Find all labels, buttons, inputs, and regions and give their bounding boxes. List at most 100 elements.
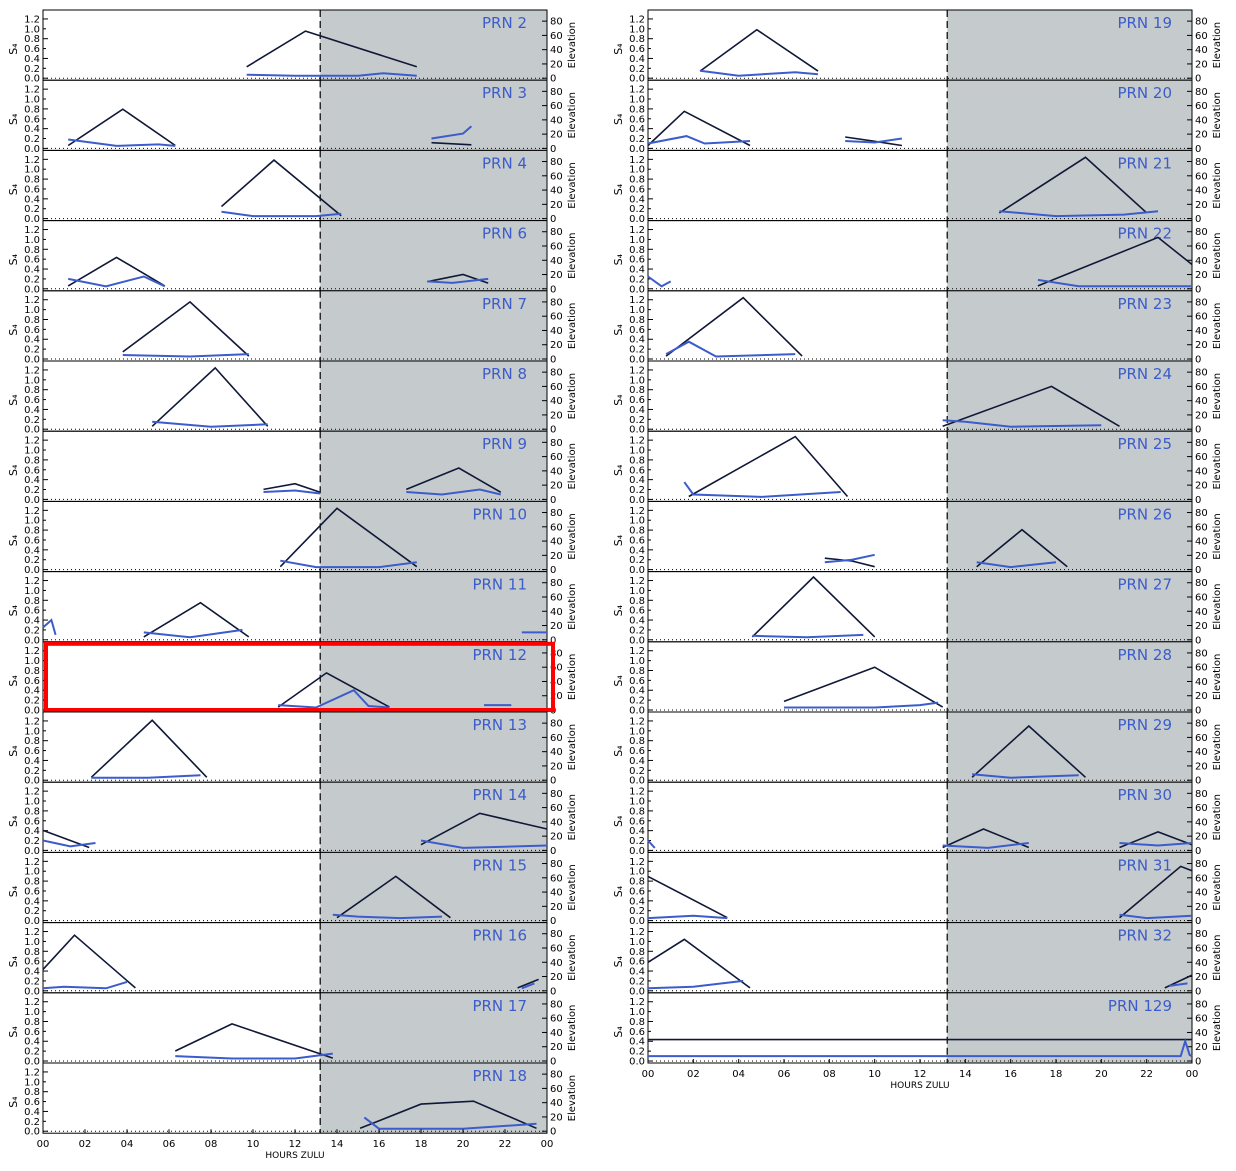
panel-prn-19: 0.0 0.4 0.8 1.2 0.2 0.6 1.0 S₄ 0 20 40 60 80 Elevatio… xyxy=(612,9,1223,85)
s4-tick-label: 0.2 xyxy=(24,345,40,356)
s4-tick-label: 0.2 xyxy=(629,906,645,917)
s4-tick-label: 0.8 xyxy=(24,175,40,186)
elevation-axis-label: Elevation xyxy=(567,934,578,980)
panel-prn-25: 0.0 0.4 0.8 1.2 0.2 0.6 1.0 S₄ 0 20 40 60 80 Elevatio… xyxy=(612,430,1223,506)
elevation-tick-label: 60 xyxy=(550,31,563,42)
elevation-tick-label: 60 xyxy=(1195,242,1208,253)
x-tick-label: 20 xyxy=(457,1139,470,1150)
s4-tick-label: 0.4 xyxy=(24,826,40,837)
night-shade xyxy=(320,712,547,783)
s4-curve xyxy=(752,633,864,639)
s4-tick-label: 0.6 xyxy=(629,114,645,125)
s4-tick-label: 0.0 xyxy=(629,214,645,225)
elevation-tick-label: 20 xyxy=(550,340,563,351)
s4-tick-label: 0.8 xyxy=(629,806,645,817)
elevation-axis-label: Elevation xyxy=(567,513,578,559)
s4-tick-label: 1.2 xyxy=(629,155,645,166)
prn-label: PRN 8 xyxy=(482,365,527,383)
s4-tick-label: 0.2 xyxy=(629,976,645,987)
s4-tick-label: 0.8 xyxy=(24,806,40,817)
s4-tick-label: 1.2 xyxy=(629,857,645,868)
elevation-tick-label: 80 xyxy=(550,999,563,1010)
elevation-curve xyxy=(220,159,342,217)
s4-axis-label: S₄ xyxy=(7,885,20,897)
elevation-tick-label: 0 xyxy=(1195,495,1201,506)
elevation-tick-label: 0 xyxy=(1195,74,1201,85)
s4-tick-label: 0.8 xyxy=(629,947,645,958)
elevation-tick-label: 60 xyxy=(1195,452,1208,463)
elevation-tick-label: 20 xyxy=(550,410,563,421)
s4-tick-label: 0.4 xyxy=(629,896,645,907)
s4-curve xyxy=(824,553,875,564)
elevation-curve xyxy=(971,724,1087,778)
x-tick-label: 04 xyxy=(121,1139,134,1150)
s4-tick-label: 0.0 xyxy=(24,706,40,717)
elevation-axis-label: Elevation xyxy=(567,232,578,278)
s4-tick-label: 1.2 xyxy=(24,646,40,657)
s4-tick-label: 1.0 xyxy=(629,726,645,737)
elevation-tick-label: 20 xyxy=(550,59,563,70)
night-shade xyxy=(947,922,1192,993)
elevation-axis-label: Elevation xyxy=(567,794,578,840)
s4-tick-label: 1.2 xyxy=(24,506,40,517)
prn-label: PRN 13 xyxy=(472,716,527,734)
elevation-tick-label: 40 xyxy=(1195,326,1208,337)
s4-tick-label: 0.8 xyxy=(24,245,40,256)
s4-tick-label: 1.2 xyxy=(629,716,645,727)
s4-tick-label: 0.8 xyxy=(629,175,645,186)
elevation-tick-label: 80 xyxy=(1195,508,1208,519)
elevation-curve xyxy=(143,601,250,638)
x-tick-label: 18 xyxy=(415,1139,428,1150)
s4-tick-label: 0.8 xyxy=(629,877,645,888)
elevation-tick-label: 20 xyxy=(1195,481,1208,492)
s4-axis-label: S₄ xyxy=(612,604,625,616)
panel-prn-30: 0.0 0.4 0.8 1.2 0.2 0.6 1.0 S₄ 0 20 40 60 80 Elevatio… xyxy=(612,781,1223,857)
s4-curve xyxy=(942,842,1029,849)
s4-tick-label: 1.0 xyxy=(24,24,40,35)
elevation-tick-label: 0 xyxy=(1195,144,1201,155)
elevation-curve xyxy=(1118,865,1193,919)
s4-tick-label: 0.8 xyxy=(24,455,40,466)
panel-prn-15: 0.0 0.4 0.8 1.2 0.2 0.6 1.0 S₄ 0 20 40 60 80 Elevatio… xyxy=(7,851,578,927)
s4-tick-label: 0.6 xyxy=(24,1097,40,1108)
elevation-tick-label: 60 xyxy=(1195,312,1208,323)
elevation-tick-label: 20 xyxy=(1195,410,1208,421)
s4-tick-label: 1.2 xyxy=(24,997,40,1008)
elevation-tick-label: 80 xyxy=(550,297,563,308)
s4-curve xyxy=(91,774,201,779)
s4-curve xyxy=(246,72,417,77)
elevation-tick-label: 80 xyxy=(550,157,563,168)
elevation-axis-label: Elevation xyxy=(567,373,578,419)
elevation-tick-label: 20 xyxy=(1195,551,1208,562)
elevation-tick-label: 20 xyxy=(1195,59,1208,70)
s4-tick-label: 1.0 xyxy=(629,235,645,246)
x-tick-label: 12 xyxy=(289,1139,302,1150)
elevation-curve xyxy=(1119,831,1193,849)
s4-tick-label: 0.2 xyxy=(24,134,40,145)
night-shade xyxy=(320,922,547,993)
elevation-curve xyxy=(976,528,1068,568)
x-tick-label: 08 xyxy=(205,1139,218,1150)
s4-tick-label: 0.0 xyxy=(629,1057,645,1068)
s4-curve xyxy=(363,1116,537,1130)
elevation-curve xyxy=(263,482,321,494)
elevation-tick-label: 80 xyxy=(550,578,563,589)
night-shade xyxy=(320,641,547,712)
s4-tick-label: 0.6 xyxy=(629,886,645,897)
s4-tick-label: 0.0 xyxy=(629,144,645,155)
x-tick-label: 00 xyxy=(1186,1069,1199,1080)
s4-tick-label: 1.2 xyxy=(629,576,645,587)
s4-tick-label: 0.4 xyxy=(24,194,40,205)
elevation-curve xyxy=(688,435,849,498)
s4-tick-label: 1.0 xyxy=(24,726,40,737)
prn-label: PRN 7 xyxy=(482,295,527,313)
x-tick-label: 02 xyxy=(687,1069,700,1080)
prn-label: PRN 20 xyxy=(1117,84,1172,102)
elevation-tick-label: 40 xyxy=(550,45,563,56)
elevation-tick-label: 0 xyxy=(550,846,556,857)
elevation-tick-label: 0 xyxy=(550,284,556,295)
s4-axis-label: S₄ xyxy=(7,604,20,616)
elevation-tick-label: 60 xyxy=(550,873,563,884)
prn-label: PRN 11 xyxy=(472,576,527,594)
s4-tick-label: 0.2 xyxy=(24,274,40,285)
